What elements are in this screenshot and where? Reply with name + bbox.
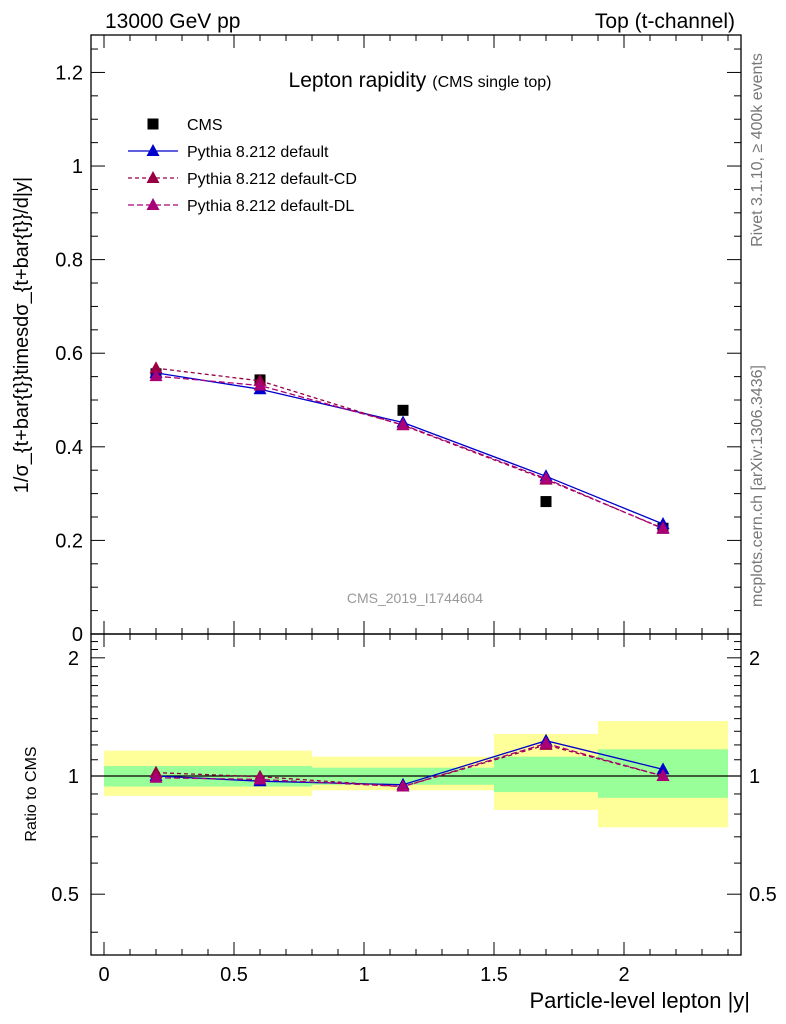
main-point-dl xyxy=(539,471,553,484)
legend-marker-dl xyxy=(146,198,160,210)
legend-label-data: CMS xyxy=(187,117,223,134)
ratio-y-tick-label: 2 xyxy=(68,648,79,670)
header-right: Top (t-channel) xyxy=(595,10,735,33)
rivet-label: Rivet 3.1.10, ≥ 400k events xyxy=(749,53,766,247)
main-point-dl xyxy=(656,521,670,534)
x-tick-label: 0.5 xyxy=(220,964,248,986)
ratio-band-inner xyxy=(494,756,598,793)
main-y-tick-label: 0.8 xyxy=(55,250,83,272)
ratio-point-dl xyxy=(149,770,163,783)
main-y-tick-label: 0.2 xyxy=(55,530,83,552)
legend-marker-cd xyxy=(146,171,160,183)
plot-title: Lepton rapidity (CMS single top) xyxy=(289,69,552,92)
main-y-tick-label: 1 xyxy=(72,156,83,178)
main-point-data xyxy=(540,496,552,508)
legend-marker-data xyxy=(147,118,159,130)
ratio-panel-series xyxy=(149,733,670,792)
ratio-panel-bands xyxy=(91,721,741,828)
legend-label-cd: Pythia 8.212 default-CD xyxy=(187,171,357,188)
main-point-dl xyxy=(253,378,267,391)
ratio-point-default xyxy=(656,762,670,775)
legend-label-default: Pythia 8.212 default xyxy=(187,144,329,161)
x-tick-label: 1 xyxy=(358,964,369,986)
ratio-y-tick-label-right: 0.5 xyxy=(749,884,777,906)
ratio-point-dl xyxy=(656,769,670,782)
ratio-panel-axes: 0 0.5 1 1.5 2 0.5 0.5 1 1 2 2 xyxy=(51,633,777,986)
main-point-dl xyxy=(149,369,163,382)
ratio-y-tick-label-right: 2 xyxy=(749,648,760,670)
main-y-tick-label: 0 xyxy=(72,624,83,646)
x-axis-label: Particle-level lepton |y| xyxy=(529,988,750,1013)
ratio-point-dl xyxy=(396,779,410,792)
analysis-watermark: CMS_2019_I1744604 xyxy=(347,590,483,606)
ratio-y-axis-label: Ratio to CMS xyxy=(23,746,40,841)
main-line-cd xyxy=(155,367,664,529)
main-y-tick-label: 1.2 xyxy=(55,62,83,84)
legend-marker-default xyxy=(146,144,160,156)
ratio-y-tick-label: 1 xyxy=(68,766,79,788)
legend: CMS Pythia 8.212 default Pythia 8.212 defa… xyxy=(128,117,357,215)
mcplots-label: mcplots.cern.ch [arXiv:1306.3436] xyxy=(749,365,766,607)
header-left: 13000 GeV pp xyxy=(105,10,240,33)
main-line-dl xyxy=(155,375,664,530)
main-panel-axes: 0 0.2 0.4 0.6 0.8 1 1.2 xyxy=(55,34,742,646)
main-y-tick-label: 0.4 xyxy=(55,437,83,459)
plot-title-main: Lepton rapidity xyxy=(289,69,427,92)
main-line-default xyxy=(155,372,664,525)
ratio-y-tick-label-right: 1 xyxy=(749,766,760,788)
x-tick-label: 0 xyxy=(98,964,109,986)
main-point-data xyxy=(397,404,409,416)
ratio-point-dl xyxy=(539,736,553,749)
main-y-tick-label: 0.6 xyxy=(55,343,83,365)
x-tick-label: 2 xyxy=(618,964,629,986)
ratio-point-dl xyxy=(253,772,267,785)
main-point-cd xyxy=(149,361,163,374)
x-tick-label: 1.5 xyxy=(480,964,508,986)
ratio-y-tick-label: 0.5 xyxy=(51,884,79,906)
main-y-axis-label: 1/σ_{t+bar{t}}timesdσ_{t+bar{t}}/d|y| xyxy=(11,177,33,493)
legend-label-dl: Pythia 8.212 default-DL xyxy=(187,198,354,215)
plot-title-sub: (CMS single top) xyxy=(432,74,551,91)
main-panel-series xyxy=(149,361,670,534)
main-point-dl xyxy=(396,417,410,430)
